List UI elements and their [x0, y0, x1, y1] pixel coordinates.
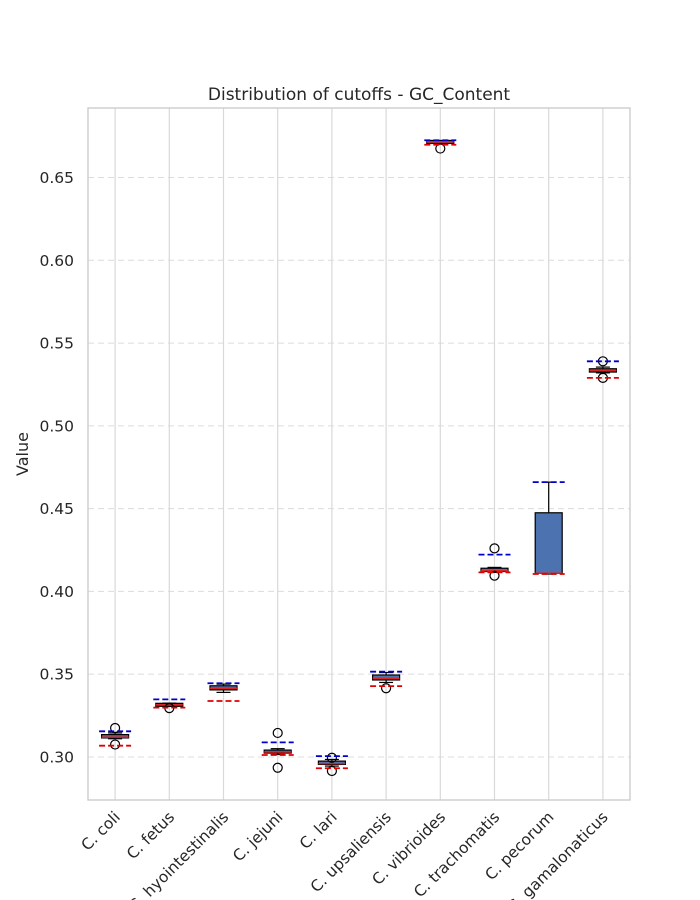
box-layer: [99, 139, 619, 777]
outlier-point: [109, 722, 121, 734]
box-4: [261, 727, 294, 773]
plot-frame: [87, 107, 631, 801]
y-tick-label: 0.55: [39, 335, 74, 353]
y-tick-label: 0.60: [39, 252, 74, 270]
x-tick-label: C. jejuni: [229, 808, 286, 865]
outlier-point: [381, 683, 392, 694]
box-body: [372, 674, 401, 681]
outlier-point: [489, 570, 500, 581]
y-axis-label: Value: [13, 432, 32, 476]
y-axis: 0.30 0.35 0.40 0.45 0.50 0.55 0.60 0.65: [39, 169, 74, 766]
box-8: [478, 543, 511, 581]
y-tick-label: 0.35: [39, 666, 74, 684]
box-5: [315, 752, 348, 777]
x-tick-label: C. coli: [78, 808, 124, 854]
outlier-point: [435, 143, 446, 154]
box-body: [100, 734, 130, 739]
box-7: [424, 139, 457, 154]
box-1: [99, 722, 132, 750]
y-tick-label: 0.45: [39, 500, 74, 518]
y-tick-label: 0.65: [39, 169, 74, 187]
y-tick-label: 0.50: [39, 417, 74, 435]
box-3: [207, 682, 240, 702]
box-6: [370, 670, 403, 694]
y-tick-label: 0.30: [39, 748, 74, 766]
box-9: [532, 481, 565, 575]
chart-title: Distribution of cutoffs - GC_Content: [208, 85, 511, 105]
outlier-point: [326, 752, 337, 763]
box-10: [586, 356, 619, 383]
outlier-point: [326, 765, 337, 777]
outlier-point: [109, 739, 121, 750]
box-2: [153, 698, 186, 714]
box-body: [534, 512, 563, 574]
y-tick-label: 0.40: [39, 583, 74, 601]
x-tick-label: C. lari: [296, 808, 341, 853]
grid-layer: [88, 108, 630, 800]
outlier-point: [489, 543, 500, 554]
outlier-point: [272, 762, 283, 773]
outlier-point: [272, 727, 283, 739]
x-tick-label: C. fetus: [123, 808, 178, 863]
